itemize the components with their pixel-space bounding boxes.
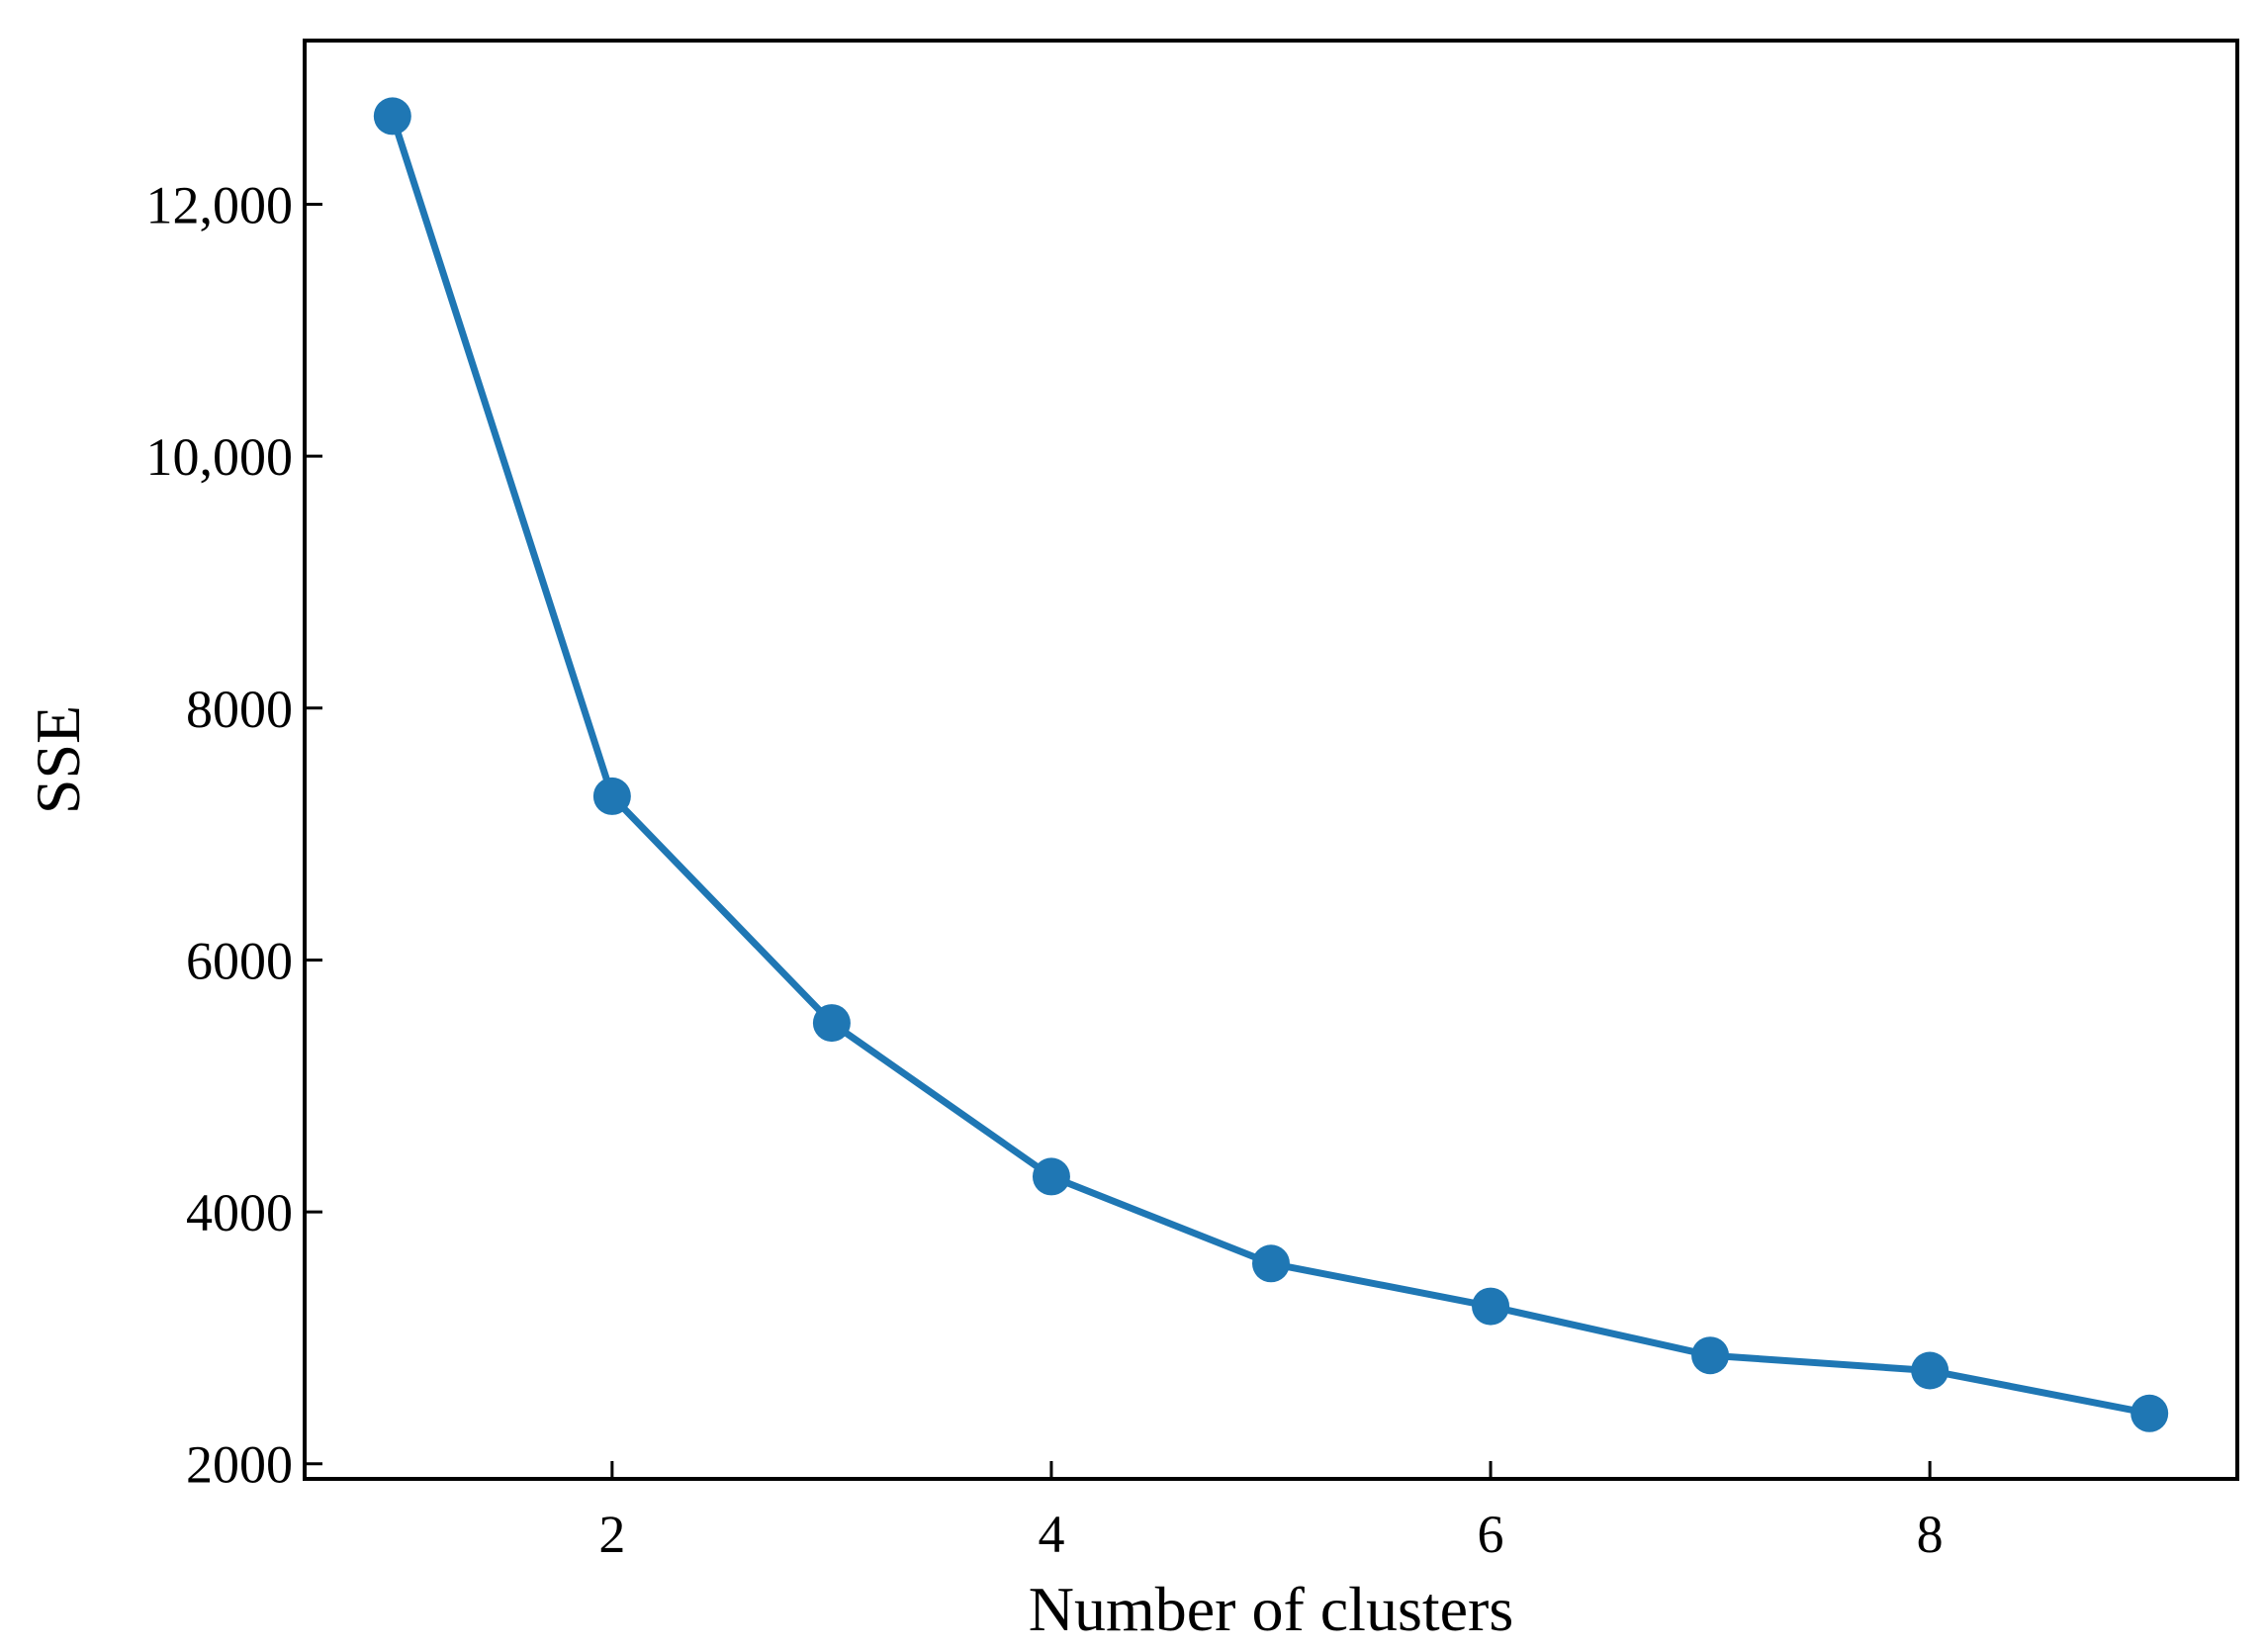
data-point — [2130, 1394, 2169, 1432]
y-axis-title: SSE — [23, 705, 93, 814]
data-point — [1691, 1336, 1730, 1375]
data-point — [1472, 1287, 1510, 1326]
y-tick-label: 8000 — [186, 680, 293, 739]
data-point — [592, 777, 631, 815]
x-tick-label: 6 — [1478, 1505, 1504, 1564]
x-axis-title: Number of clusters — [1029, 1574, 1514, 1644]
x-tick-label: 4 — [1038, 1505, 1064, 1564]
x-tick-label: 2 — [598, 1505, 625, 1564]
data-point — [373, 97, 411, 136]
y-tick-label: 6000 — [186, 931, 293, 990]
x-tick-label: 8 — [1917, 1505, 1944, 1564]
data-point — [812, 1004, 851, 1043]
data-point — [1911, 1351, 1949, 1390]
y-tick-label: 12,000 — [146, 176, 294, 235]
y-tick-label: 2000 — [186, 1435, 293, 1495]
data-point — [1032, 1157, 1070, 1196]
plot-area — [373, 97, 2169, 1432]
axis-ticks: 2 4 6 8 2000 4000 6000 8000 10,000 12,000 — [146, 176, 1944, 1564]
y-tick-label: 4000 — [186, 1183, 293, 1242]
series-line — [389, 112, 2153, 1418]
data-point — [1252, 1244, 1290, 1283]
y-tick-label: 10,000 — [146, 427, 294, 487]
plot-frame — [303, 39, 2239, 1481]
